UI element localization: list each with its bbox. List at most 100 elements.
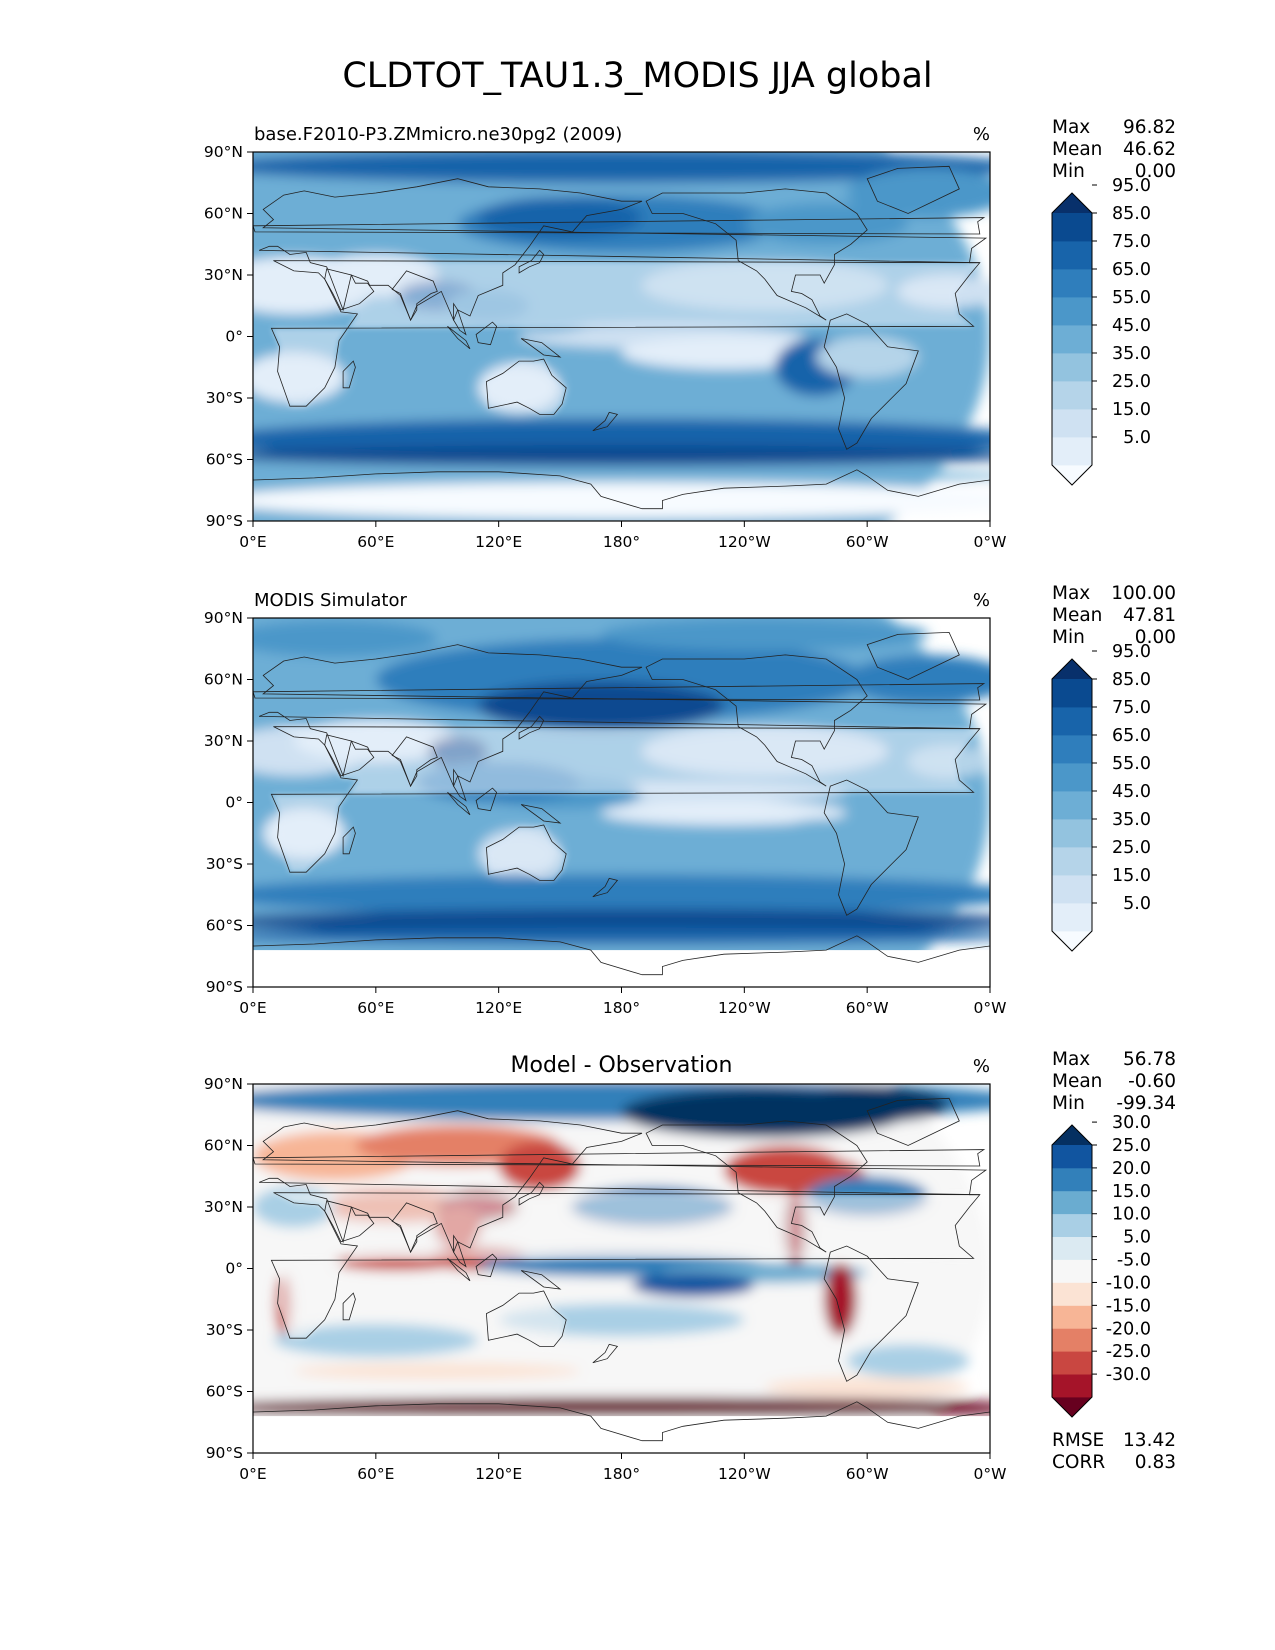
colorbar-tick-label: 65.0	[1112, 726, 1151, 746]
land-tint-australia	[486, 1291, 567, 1347]
colorbar-tick-label: 5.0	[1123, 1228, 1151, 1248]
coastline-arabia	[324, 734, 375, 777]
colorbar-segment	[1052, 409, 1092, 438]
land-tint-africa	[271, 1192, 980, 1339]
field-region	[253, 909, 990, 934]
y-tick-label: 30°S	[206, 855, 243, 873]
x-tick-label: 180°	[603, 1465, 640, 1483]
metric-label: CORR	[1052, 1452, 1106, 1473]
stats-block: Max 56.78 Mean -0.60 Min -99.34	[1052, 1049, 1176, 1115]
stat-label: Min	[1052, 1093, 1085, 1114]
field-diff	[253, 1084, 990, 1453]
y-tick-label: 90°N	[204, 1075, 243, 1093]
y-tick-label: 90°S	[206, 512, 243, 530]
coastline-australia	[485, 824, 567, 881]
stat-value: 46.62	[1123, 139, 1176, 160]
colorbar-tick-label: 5.0	[1123, 428, 1151, 448]
field-region	[764, 818, 888, 869]
field-region	[846, 1344, 970, 1378]
coastline-india	[391, 270, 438, 322]
field-test	[253, 152, 990, 521]
x-tick-label: 120°W	[718, 999, 771, 1017]
colorbar-segment	[1052, 735, 1092, 764]
field-region	[601, 618, 929, 651]
colorbar-segment	[1052, 241, 1092, 270]
x-tick-label: 120°E	[475, 999, 522, 1017]
colorbar-segment	[1052, 1305, 1092, 1329]
x-tick-label: 60°W	[846, 1465, 889, 1483]
land-tint-arabia	[324, 1200, 374, 1242]
y-tick-label: 30°N	[204, 1198, 243, 1216]
colorbar: 5.0 15.0 25.0 35.0 45.0 55.0 65.0 75.0 85.0 95.0	[1051, 642, 1151, 952]
field-region	[744, 203, 909, 245]
colorbar-tick-label: 15.0	[1112, 1182, 1151, 1202]
metric-row: RMSE 13.42	[1052, 1430, 1176, 1452]
colorbar-segment	[1052, 847, 1092, 876]
metric-value: 0.83	[1134, 1452, 1176, 1473]
y-tick-label: 30°S	[206, 389, 243, 407]
coastline-africa	[270, 260, 981, 407]
coastline-uk	[253, 217, 986, 235]
stat-row: Max 96.82	[1052, 117, 1176, 139]
coastline-sumatra	[447, 1257, 471, 1282]
colorbar-segment	[1052, 1145, 1092, 1169]
y-tick-label: 0°	[225, 794, 243, 812]
stat-row: Max 100.00	[1052, 583, 1176, 605]
field-region	[621, 336, 827, 370]
x-tick-label: 120°E	[475, 533, 522, 551]
field-region	[253, 620, 438, 657]
colorbar-segment	[1052, 903, 1092, 932]
x-tick-label: 60°E	[357, 999, 394, 1017]
y-tick-label: 60°N	[204, 205, 243, 223]
colorbar-segment	[1052, 1259, 1092, 1283]
coastline-arabia	[324, 1200, 375, 1243]
y-tick-label: 90°N	[204, 143, 243, 161]
y-tick-label: 60°S	[206, 917, 243, 935]
coastline-seasia	[453, 1234, 467, 1268]
colorbar-tick-label: 25.0	[1112, 372, 1151, 392]
stat-row: Min -99.34	[1052, 1093, 1176, 1115]
colorbar-segment	[1052, 269, 1092, 298]
field-region	[253, 1407, 990, 1417]
coastline-africa	[270, 1192, 981, 1339]
colorbar-segment	[1052, 213, 1092, 242]
stat-label: Mean	[1052, 1071, 1103, 1092]
colorbar-outline	[1051, 192, 1093, 486]
coastline-uk	[253, 1149, 986, 1167]
stats-block: Max 100.00 Mean 47.81 Min 0.00	[1052, 583, 1176, 649]
coastline-nz	[592, 411, 619, 432]
y-tick-label: 60°S	[206, 451, 243, 469]
stat-row: Mean 46.62	[1052, 139, 1176, 161]
stat-value: 56.78	[1123, 1049, 1176, 1070]
units-label: %	[973, 590, 990, 611]
stat-row: Mean -0.60	[1052, 1071, 1176, 1093]
colorbar-outline	[1051, 658, 1093, 952]
colorbar-segment	[1052, 1328, 1092, 1352]
colorbar-extend-min	[1052, 465, 1092, 485]
field-region	[816, 336, 919, 378]
land-tint-australia	[486, 359, 567, 415]
coastline-antarctica	[253, 1401, 990, 1442]
coastline-greenland	[866, 165, 960, 214]
colorbar-tick-label: -10.0	[1106, 1273, 1151, 1293]
colorbar-tick-label: 75.0	[1112, 232, 1151, 252]
field-region	[824, 1262, 857, 1337]
colorbar-tick-label: -25.0	[1106, 1342, 1151, 1362]
y-tick-label: 0°	[225, 328, 243, 346]
coastline-newguinea	[520, 338, 562, 358]
stat-label: Mean	[1052, 139, 1103, 160]
field-region	[253, 874, 990, 916]
colorbar-segment	[1052, 707, 1092, 736]
colorbar-segment	[1052, 1374, 1092, 1398]
land-tint-australia	[486, 825, 567, 881]
coastline-greenland	[866, 1097, 960, 1146]
coastline-madagascar	[342, 826, 356, 855]
field-region	[785, 1086, 950, 1123]
colorbar-outline	[1051, 1124, 1093, 1418]
stat-label: Min	[1052, 627, 1085, 648]
y-tick-label: 30°N	[204, 266, 243, 284]
colorbar-segment	[1052, 1351, 1092, 1375]
colorbar-segment	[1052, 353, 1092, 382]
colorbar-segment	[1052, 1167, 1092, 1192]
